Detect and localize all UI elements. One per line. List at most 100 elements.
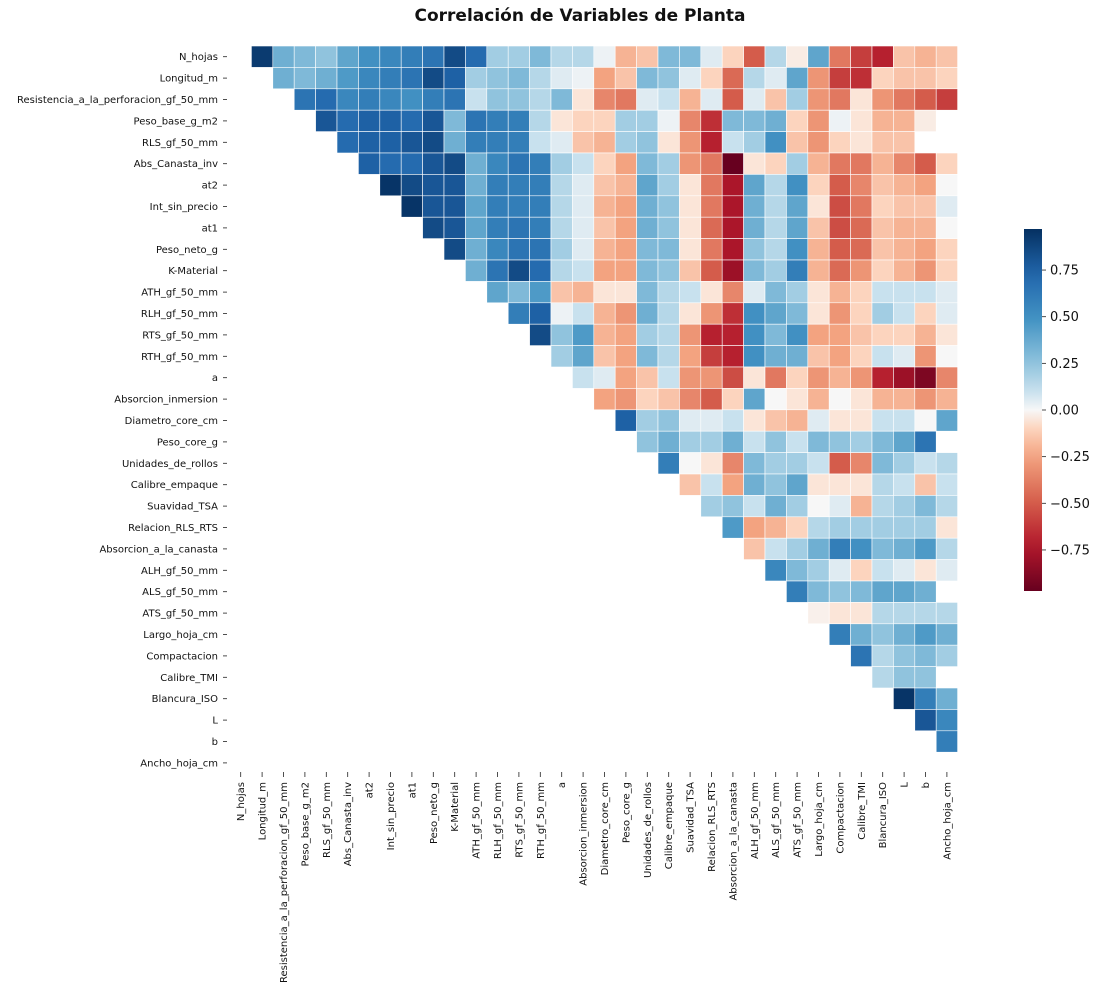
heatmap-cell [679, 366, 702, 389]
colorbar: 0.75 0.50 0.25 0.00 −0.25 −0.50 −0.75 [1024, 229, 1090, 591]
heatmap-cell [679, 109, 702, 132]
heatmap-cell [465, 131, 488, 154]
heatmap-cell [828, 88, 851, 111]
heatmap-cell [786, 45, 809, 68]
heatmap-cell [743, 67, 766, 90]
heatmap-cell [593, 388, 616, 411]
heatmap-cell [593, 216, 616, 239]
heatmap-cell [679, 388, 702, 411]
heatmap-cell [700, 495, 723, 518]
heatmap-cell [871, 131, 894, 154]
heatmap-cell [379, 67, 402, 90]
heatmap-cell [871, 238, 894, 261]
heatmap-cell [893, 602, 916, 625]
heatmap-cell [700, 174, 723, 197]
heatmap-cell [764, 430, 787, 453]
heatmap-cell [807, 345, 830, 368]
heatmap-cell [700, 366, 723, 389]
heatmap-cell [272, 45, 295, 68]
heatmap-cell [807, 195, 830, 218]
heatmap-cell [893, 323, 916, 346]
heatmap-cell [507, 259, 530, 282]
heatmap-cell [807, 366, 830, 389]
heatmap-cell [529, 302, 552, 325]
x-tick-label: at2 [365, 782, 376, 798]
heatmap-cell [786, 388, 809, 411]
y-tick-label: K-Material [168, 266, 218, 277]
x-tick-label: a [557, 782, 568, 788]
heatmap-cell [400, 152, 423, 175]
heatmap-cell [828, 537, 851, 560]
heatmap-cell [786, 67, 809, 90]
heatmap-cell [721, 174, 744, 197]
heatmap-cell [572, 345, 595, 368]
heatmap-cell [935, 730, 958, 753]
heatmap-cell [807, 516, 830, 539]
heatmap-cell [893, 302, 916, 325]
heatmap-cell [721, 45, 744, 68]
x-tick-label: Peso_base_g_m2 [300, 782, 311, 866]
x-tick-label: Absorcion_inmersion [579, 782, 590, 886]
heatmap-cell [507, 131, 530, 154]
heatmap-cell [486, 152, 509, 175]
heatmap-cell [914, 537, 937, 560]
heatmap-cell [721, 302, 744, 325]
heatmap-cell [336, 45, 359, 68]
heatmap-cell [850, 281, 873, 304]
heatmap-cell [914, 409, 937, 432]
heatmap-cell [764, 259, 787, 282]
x-tick-label: Resistencia_a_la_perforacion_gf_50_mm [279, 782, 290, 983]
heatmap-cell [850, 473, 873, 496]
heatmap-cell [871, 174, 894, 197]
heatmap-cell [379, 174, 402, 197]
heatmap-cell [422, 152, 445, 175]
heatmap-cell [893, 109, 916, 132]
heatmap-cell [893, 580, 916, 603]
heatmap-cell [914, 88, 937, 111]
heatmap-cell [786, 345, 809, 368]
heatmap-cell [786, 302, 809, 325]
heatmap-cell [636, 259, 659, 282]
heatmap-cell [850, 409, 873, 432]
heatmap-cell [721, 109, 744, 132]
heatmap-cell [893, 174, 916, 197]
heatmap-cell [572, 152, 595, 175]
heatmap-cell [721, 516, 744, 539]
heatmap-cell [572, 281, 595, 304]
colorbar-tick-label: −0.25 [1050, 450, 1090, 465]
heatmap-cell [550, 216, 573, 239]
heatmap-cell [935, 174, 958, 197]
heatmap-cell [700, 409, 723, 432]
heatmap-cell [721, 323, 744, 346]
heatmap-cell [315, 45, 338, 68]
heatmap-cell [871, 45, 894, 68]
heatmap-cell [786, 174, 809, 197]
heatmap-cell [764, 516, 787, 539]
heatmap-cell [764, 152, 787, 175]
heatmap-cell [614, 259, 637, 282]
y-tick-label: Int_sin_precio [150, 202, 218, 213]
heatmap-cell [507, 174, 530, 197]
heatmap-cell [572, 45, 595, 68]
heatmap-cell [914, 281, 937, 304]
heatmap-cell [786, 580, 809, 603]
y-tick-label: Largo_hoja_cm [143, 630, 218, 641]
x-tick-label: Compactacion [835, 782, 846, 854]
heatmap-cell [593, 131, 616, 154]
heatmap-cell [636, 302, 659, 325]
x-tick-label: Absorcion_a_la_canasta [728, 782, 739, 901]
x-tick-label: RTH_gf_50_mm [536, 782, 547, 859]
heatmap-cell [529, 67, 552, 90]
heatmap-cell [422, 67, 445, 90]
heatmap-cell [850, 537, 873, 560]
heatmap-cell [893, 45, 916, 68]
heatmap-cell [786, 109, 809, 132]
heatmap-cell [914, 174, 937, 197]
heatmap-cell [636, 45, 659, 68]
heatmap-cell [850, 366, 873, 389]
heatmap-cell [914, 366, 937, 389]
heatmap-cell [935, 537, 958, 560]
heatmap-cell [550, 323, 573, 346]
heatmap-cell [764, 281, 787, 304]
heatmap-cell [507, 88, 530, 111]
